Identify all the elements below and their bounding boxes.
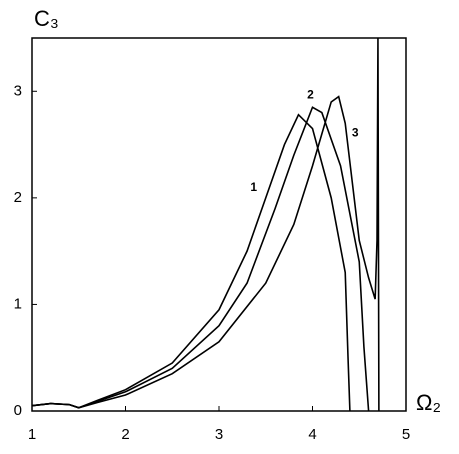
x-tick-label: 3 [215, 426, 223, 443]
y-tick-label: 1 [14, 295, 22, 312]
curve [31, 37, 380, 412]
curve-label: 1 [250, 180, 257, 194]
x-tick-label: 5 [402, 426, 410, 443]
y-tick-label: 2 [14, 189, 22, 206]
curve [31, 106, 370, 412]
y-tick-label: 3 [14, 82, 22, 99]
curve-label: 3 [352, 125, 359, 139]
y-tick-label: 0 [14, 402, 22, 419]
x-axis-label: Ω₂ [416, 390, 441, 415]
y-axis-label: C₃ [34, 6, 59, 31]
x-tick-label: 1 [28, 426, 36, 443]
x-tick-label: 4 [308, 426, 316, 443]
plot-frame [31, 37, 407, 412]
curve [31, 113, 351, 412]
x-tick-label: 2 [121, 426, 129, 443]
curve-label: 2 [307, 87, 314, 101]
